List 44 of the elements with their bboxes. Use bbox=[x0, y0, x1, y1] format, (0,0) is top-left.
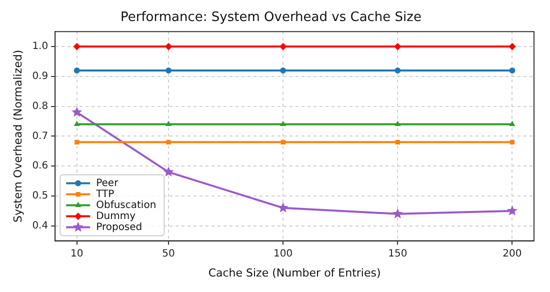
x-tick-label: 200 bbox=[502, 248, 522, 260]
point bbox=[166, 67, 172, 74]
y-tick-label: 0.5 bbox=[32, 190, 48, 202]
point bbox=[394, 43, 402, 50]
x-tick-label: 100 bbox=[274, 248, 293, 260]
y-tick-label: 0.8 bbox=[32, 100, 48, 112]
point bbox=[510, 121, 515, 126]
legend-label: Peer bbox=[96, 178, 120, 189]
point bbox=[509, 67, 516, 74]
point bbox=[394, 67, 401, 74]
point bbox=[395, 140, 400, 144]
point bbox=[165, 43, 172, 50]
point bbox=[280, 121, 286, 126]
y-tick-label: 0.7 bbox=[32, 130, 48, 142]
point bbox=[166, 140, 171, 144]
chart-title: Performance: System Overhead vs Cache Size bbox=[120, 10, 422, 26]
point bbox=[163, 166, 174, 177]
point bbox=[74, 140, 80, 144]
point bbox=[74, 121, 80, 126]
y-axis-title: System Overhead (Normalized) bbox=[11, 50, 24, 223]
point bbox=[507, 205, 518, 216]
point bbox=[280, 140, 286, 144]
point bbox=[74, 67, 80, 74]
y-tick-label: 1.0 bbox=[32, 41, 48, 52]
x-tick-label: 50 bbox=[162, 248, 175, 260]
point bbox=[166, 121, 172, 126]
point bbox=[510, 140, 514, 144]
point bbox=[280, 67, 286, 74]
point bbox=[508, 43, 516, 50]
x-tick-label: 10 bbox=[70, 248, 84, 260]
legend-label: Proposed bbox=[96, 222, 142, 233]
legend-label: TTP bbox=[95, 188, 114, 200]
x-axis-title: Cache Size (Number of Entries) bbox=[208, 266, 381, 280]
point bbox=[280, 43, 287, 50]
y-tick-label: 0.6 bbox=[32, 160, 48, 172]
legend-label: Obfuscation bbox=[96, 200, 156, 211]
x-tick-label: 150 bbox=[388, 248, 408, 260]
y-tick-label: 0.4 bbox=[32, 220, 48, 232]
point bbox=[73, 43, 80, 50]
legend-label: Dummy bbox=[96, 210, 136, 222]
point bbox=[72, 106, 82, 117]
point bbox=[392, 208, 403, 218]
point bbox=[395, 121, 400, 126]
y-tick-label: 0.9 bbox=[32, 71, 48, 82]
